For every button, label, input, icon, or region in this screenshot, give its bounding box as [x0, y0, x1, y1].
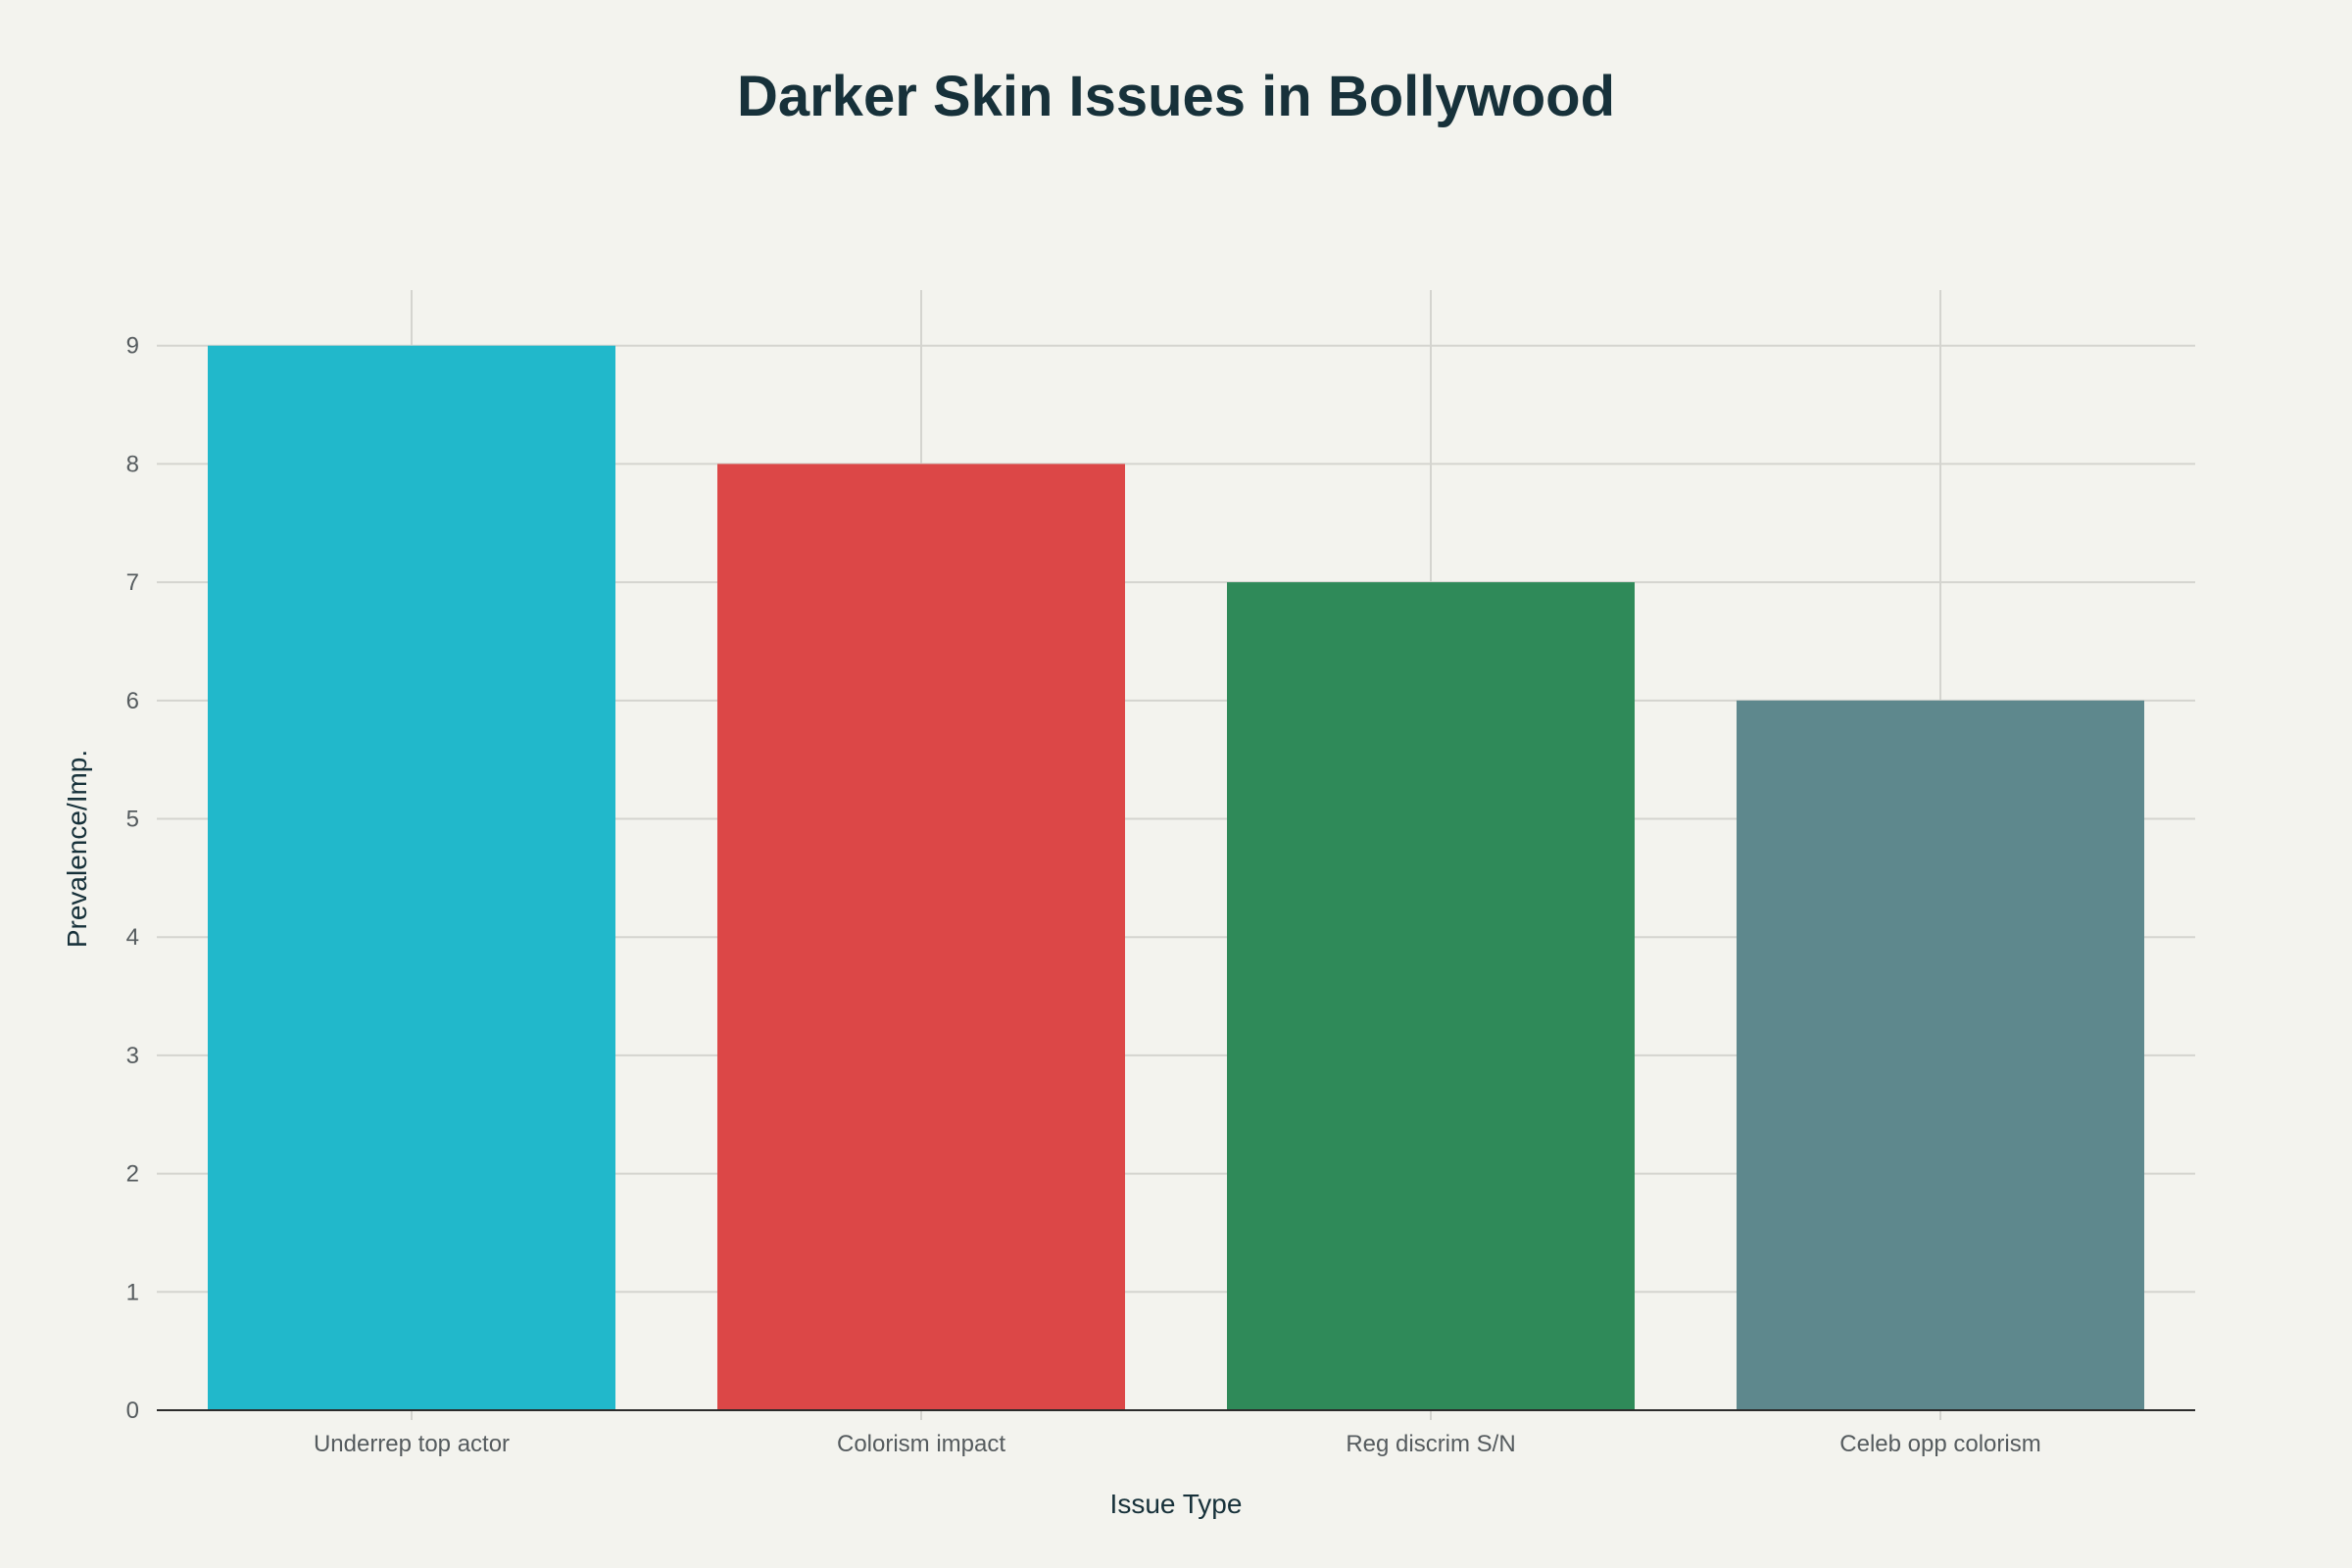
- x-tick-label: Colorism impact: [837, 1431, 1005, 1457]
- y-tick-label: 4: [126, 924, 139, 951]
- y-tick-label: 6: [126, 688, 139, 714]
- x-tick-label: Reg discrim S/N: [1346, 1431, 1515, 1457]
- y-tick-label: 1: [126, 1279, 139, 1305]
- x-tick-label: Underrep top actor: [314, 1431, 510, 1457]
- y-tick-label: 8: [126, 451, 139, 477]
- bar: [208, 345, 615, 1411]
- bar: [1227, 582, 1635, 1410]
- x-tick-label: Celeb opp colorism: [1839, 1431, 2040, 1457]
- bar: [717, 464, 1125, 1410]
- chart-title: Darker Skin Issues in Bollywood: [737, 65, 1615, 128]
- bars: [208, 345, 2144, 1411]
- y-tick-label: 0: [126, 1397, 139, 1424]
- plot-area: 0 1 2 3 4 5 6 7 8 9 Underrep top actor Colorism im…: [126, 290, 2195, 1457]
- y-tick-label: 9: [126, 333, 139, 360]
- y-tick-label: 3: [126, 1043, 139, 1069]
- y-tick-label: 5: [126, 807, 139, 833]
- bar: [1737, 700, 2144, 1410]
- y-tick-labels: 0 1 2 3 4 5 6 7 8 9: [126, 333, 139, 1424]
- x-tick-labels: Underrep top actor Colorism impact Reg dis…: [314, 1431, 2041, 1457]
- y-tick-label: 7: [126, 569, 139, 596]
- x-axis-title: Issue Type: [1110, 1489, 1243, 1519]
- y-axis-title: Prevalence/Imp.: [62, 750, 92, 948]
- y-tick-label: 2: [126, 1161, 139, 1188]
